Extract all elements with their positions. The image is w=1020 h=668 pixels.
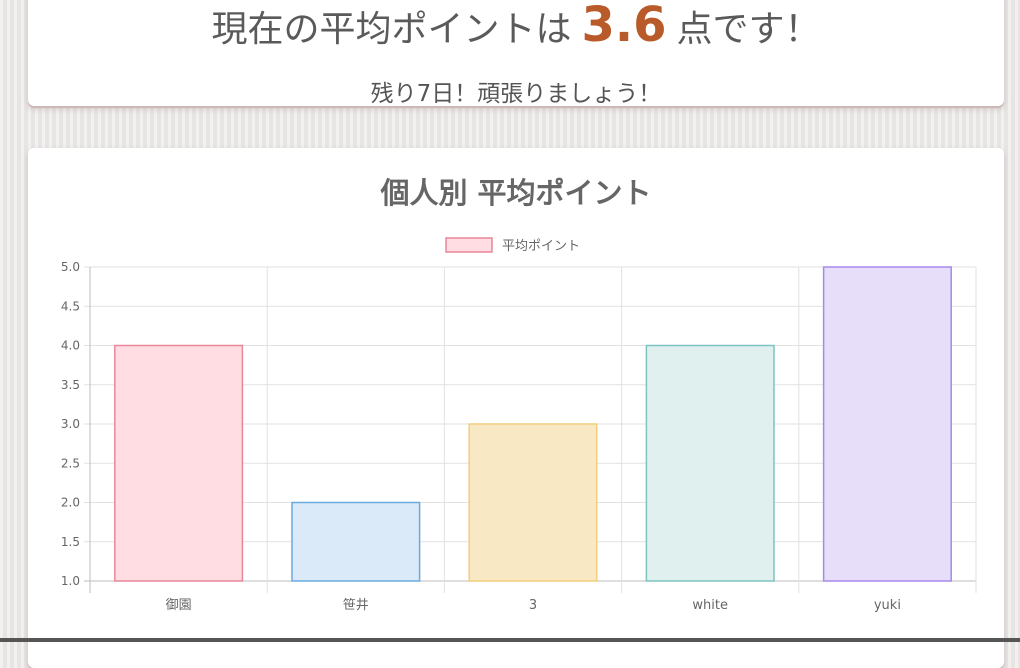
- legend-swatch: [445, 237, 493, 253]
- bar-chart: 5.0 4.5 4.0 3.5 3.0 2.5 2.0 1.5 1.0 御園 笹井 3 white yuk…: [61, 237, 977, 613]
- chart-title: 個人別 平均ポイント: [380, 176, 652, 210]
- bar-4: [645, 344, 775, 582]
- average-value: 3.6: [581, 0, 667, 53]
- y-tick-label: 2.0: [61, 496, 80, 510]
- chart-card: 個人別 平均ポイント 5.0 4.5 4.0 3.5 3.0 2.5 2.0 1.5 1.0 御園…: [28, 148, 1004, 668]
- y-tick-label: 2.5: [61, 456, 80, 470]
- y-tick-label: 1.0: [61, 574, 80, 588]
- window-bottom-border: [0, 638, 1020, 642]
- legend-label: 平均ポイント: [502, 239, 580, 254]
- headline-suffix: 点です！: [676, 9, 821, 50]
- x-tick-label: yuki: [874, 598, 901, 613]
- bar-3: [468, 423, 598, 582]
- x-tick-label: 笹井: [343, 597, 369, 613]
- y-tick-label: 3.0: [61, 417, 80, 431]
- remaining-days-message: 残り7日！頑張りましょう！: [370, 81, 662, 107]
- y-tick-label: 1.5: [61, 535, 80, 549]
- y-tick-label: 5.0: [61, 260, 80, 274]
- headline-prefix: 現在の平均ポイントは: [211, 9, 572, 50]
- summary-card: 現在の平均ポイントは 3.6 点です！ 残り7日！頑張りましょう！: [28, 0, 1004, 107]
- y-tick-label: 4.5: [61, 299, 80, 313]
- x-tick-label: white: [692, 598, 728, 613]
- bar-1: [114, 344, 244, 582]
- bar-2: [291, 501, 421, 582]
- average-headline: 現在の平均ポイントは 3.6 点です！: [28, 0, 1004, 60]
- bar-5: [822, 266, 952, 582]
- x-tick-label: 御園: [166, 598, 192, 613]
- y-tick-label: 3.5: [61, 378, 80, 392]
- y-tick-label: 4.0: [61, 339, 80, 353]
- x-tick-label: 3: [529, 598, 537, 613]
